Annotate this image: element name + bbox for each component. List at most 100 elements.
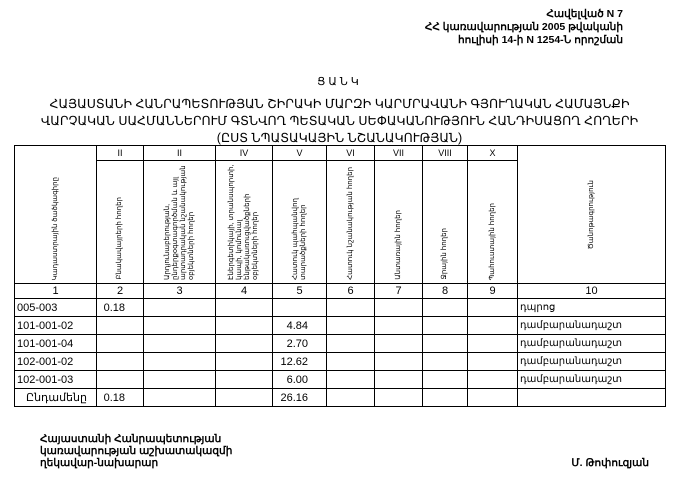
cadastral-code: 005-003: [14, 298, 97, 317]
area-cell: 0.18: [96, 298, 144, 317]
area-cell: [326, 298, 375, 317]
footer-line: կառավարության աշխատակազմի: [40, 445, 233, 457]
area-cell: [215, 298, 273, 317]
area-cell: [143, 352, 216, 371]
column-number: 8: [422, 283, 468, 299]
area-cell: [467, 370, 518, 389]
area-cell: [422, 370, 468, 389]
note-cell: դամբարանադաշտ: [517, 316, 666, 335]
area-cell: [96, 370, 144, 389]
column-header: Հատուկ պահպանվող տարածքների հողեր: [272, 160, 327, 284]
footer-position: Հայաստանի Հանրապետության կառավարության ա…: [40, 433, 232, 469]
note-cell: դամբարանադաշտ: [517, 352, 666, 371]
area-cell: [467, 352, 518, 371]
area-cell: [374, 352, 423, 371]
cadastral-code: Ընդամենը: [14, 388, 97, 407]
subtitle-line: ՎԱՐՉԱԿԱՆ ՍԱՀՄԱՆՆԵՐՈՒՄ ԳՏՆՎՈՂ ՊԵՏԱԿԱՆ ՍԵՓ…: [40, 114, 639, 128]
area-cell: 26.16: [272, 388, 327, 407]
area-cell: [143, 370, 216, 389]
area-cell: [374, 334, 423, 353]
column-number: 1: [14, 283, 97, 299]
area-cell: 2.70: [272, 334, 327, 353]
column-number: 7: [374, 283, 423, 299]
note-cell: դամբարանադաշտ: [517, 334, 666, 353]
column-number: 9: [467, 283, 518, 299]
column-number: 3: [143, 283, 216, 299]
category-numeral: VIII: [422, 145, 468, 161]
area-cell: [326, 388, 375, 407]
subtitle-line: (ԸՍՏ ՆՊԱՏԱԿԱՅԻՆ ՆՇԱՆԱԿՈՒԹՅԱՆ): [216, 131, 463, 145]
document-subtitle: ՀԱՅԱՍՏԱՆԻ ՀԱՆՐԱՊԵՏՈՒԹՅԱՆ ՇԻՐԱԿԻ ՄԱՐԶԻ ԿԱ…: [0, 96, 679, 147]
area-cell: [467, 334, 518, 353]
category-numeral: II: [143, 145, 216, 161]
area-cell: [326, 316, 375, 335]
area-cell: 6.00: [272, 370, 327, 389]
footer-line: ղեկավար-նախարար: [40, 457, 159, 469]
cadastral-code: 101-001-02: [14, 316, 97, 335]
column-header: Բնակավայրերի հողեր: [96, 160, 144, 284]
area-cell: [272, 298, 327, 317]
subtitle-line: ՀԱՅԱՍՏԱՆԻ ՀԱՆՐԱՊԵՏՈՒԹՅԱՆ ՇԻՐԱԿԻ ՄԱՐԶԻ ԿԱ…: [49, 97, 630, 111]
column-header: Անտառային հողեր: [374, 160, 423, 284]
area-cell: [374, 298, 423, 317]
note-cell: դամբարանադաշտ: [517, 370, 666, 389]
area-cell: [143, 334, 216, 353]
area-cell: [215, 316, 273, 335]
category-numeral: V: [272, 145, 327, 161]
area-cell: [422, 334, 468, 353]
header-line: հուլիսի 14-ի N 1254-Ն որոշման: [457, 34, 623, 46]
area-cell: [96, 316, 144, 335]
area-cell: [215, 334, 273, 353]
area-cell: [143, 388, 216, 407]
column-number: 4: [215, 283, 273, 299]
area-cell: [374, 388, 423, 407]
header-line: ՀՀ կառավարության 2005 թվականի: [424, 21, 623, 33]
area-cell: [467, 316, 518, 335]
appendix-header: Հավելված N 7 ՀՀ կառավարության 2005 թվակա…: [425, 8, 623, 47]
document-title: ՑԱՆԿ: [317, 76, 362, 88]
area-cell: [326, 352, 375, 371]
table-row: 102-001-02 12.62 դամբարանադաշտ: [14, 352, 666, 371]
area-cell: [326, 370, 375, 389]
area-cell: [215, 388, 273, 407]
area-cell: 12.62: [272, 352, 327, 371]
column-header: Արդյունաբերության, ընդերքօգտագործման և ա…: [143, 160, 216, 284]
area-cell: [96, 352, 144, 371]
category-numeral: X: [467, 145, 518, 161]
table-row: 101-001-04 2.70 դամբարանադաշտ: [14, 334, 666, 353]
column-header: Պահուստային հողեր: [467, 160, 518, 284]
category-numeral: VII: [374, 145, 423, 161]
column-header: Էներգետիկայի, տրանսպորտի, կապի, կոմունալ…: [215, 160, 273, 284]
area-cell: 4.84: [272, 316, 327, 335]
column-header: Ջրային հողեր: [422, 160, 468, 284]
area-cell: [215, 370, 273, 389]
area-cell: [215, 352, 273, 371]
column-number: 2: [96, 283, 144, 299]
area-cell: [422, 352, 468, 371]
area-cell: [143, 316, 216, 335]
area-cell: [96, 334, 144, 353]
cadastral-code: 102-001-03: [14, 370, 97, 389]
area-cell: [467, 388, 518, 407]
table-row: 005-003 0.18 դպրոց: [14, 298, 666, 317]
total-row: Ընդամենը 0.18 26.16: [14, 388, 666, 407]
area-cell: [422, 298, 468, 317]
area-cell: [374, 316, 423, 335]
area-cell: [467, 298, 518, 317]
category-numeral: VI: [326, 145, 375, 161]
category-numeral: IV: [215, 145, 273, 161]
table-row: 101-001-02 4.84 դամբարանադաշտ: [14, 316, 666, 335]
table-row: 102-001-03 6.00 դամբարանադաշտ: [14, 370, 666, 389]
column-number: 10: [517, 283, 666, 299]
area-cell: [143, 298, 216, 317]
footer-line: Հայաստանի Հանրապետության: [40, 433, 222, 445]
land-table: Կադաստրային ծածկագիրը II II IV V VI VII VIII X Ծա…: [14, 145, 666, 407]
column-number: 6: [326, 283, 375, 299]
area-cell: [422, 388, 468, 407]
area-cell: [374, 370, 423, 389]
category-numeral: II: [96, 145, 144, 161]
note-cell: դպրոց: [517, 298, 666, 317]
area-cell: [422, 316, 468, 335]
cadastral-code: 101-001-04: [14, 334, 97, 353]
area-cell: 0.18: [96, 388, 144, 407]
